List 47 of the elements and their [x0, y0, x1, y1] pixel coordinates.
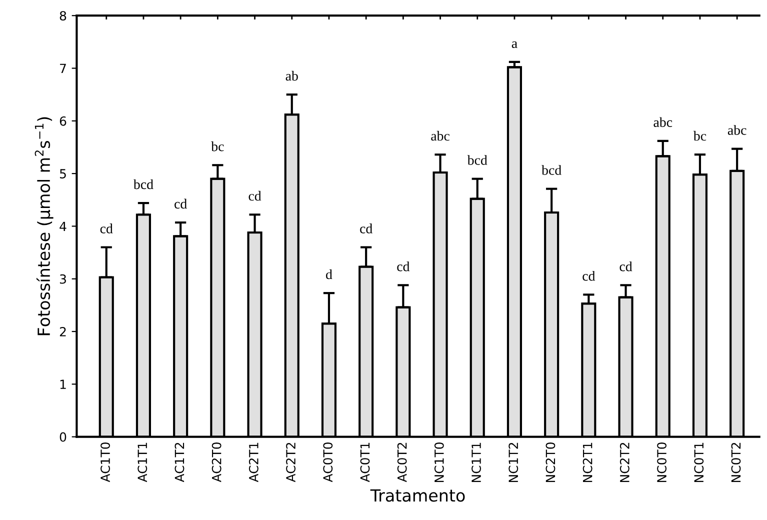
annotation: bc	[693, 130, 706, 141]
y-tick-label: 8	[60, 11, 66, 21]
annotation: cd	[100, 224, 113, 234]
x-tick-label: NC0T2	[731, 442, 741, 482]
annotation: bcd	[133, 179, 154, 190]
x-tick-label: NC1T1	[472, 442, 481, 482]
y-axis-title: Fotossíntese (µmol m$^{2}$s$^{−1}$)	[34, 117, 54, 336]
y-tick-label: 6	[60, 116, 66, 126]
y-tick-label: 0	[60, 432, 66, 442]
annotation: cd	[397, 261, 410, 272]
x-tick-label: NC2T0	[546, 442, 556, 482]
annotation: ab	[286, 70, 298, 81]
x-tick-label: AC0T1	[360, 442, 370, 482]
x-tick-label: AC2T2	[286, 442, 296, 482]
annotation: cd	[360, 224, 372, 234]
y-tick-label: 5	[60, 169, 66, 178]
x-tick-label: AC2T1	[248, 442, 258, 482]
x-axis-title: Tratamento	[370, 489, 465, 502]
annotation: cd	[620, 261, 632, 272]
annotation: bcd	[542, 165, 562, 175]
annotation: abc	[728, 125, 746, 135]
x-tick-label: AC0T2	[397, 442, 407, 482]
annotation: cd	[248, 190, 262, 201]
x-tick-label: AC1T0	[100, 442, 110, 482]
y-tick-label: 2	[60, 326, 66, 336]
x-tick-label: AC2T0	[212, 442, 222, 482]
x-tick-label: NC2T2	[620, 442, 630, 482]
x-tick-label: AC0T0	[323, 442, 333, 482]
annotation: d	[326, 269, 332, 280]
y-tick-label: 7	[60, 64, 66, 73]
annotation: abc	[431, 130, 450, 141]
y-tick-label: 1	[60, 380, 66, 389]
y-tick-label: 4	[60, 222, 66, 231]
x-tick-label: AC1T1	[138, 442, 148, 482]
x-tick-label: NC0T1	[694, 442, 704, 482]
annotation: cd	[582, 270, 596, 281]
annotation: cd	[174, 198, 187, 209]
x-tick-label: AC1T2	[174, 442, 184, 482]
x-tick-label: NC2T1	[582, 442, 592, 482]
annotation: bc	[211, 141, 224, 152]
annotation: bcd	[467, 155, 488, 165]
annotation: a	[512, 41, 518, 48]
y-tick-label: 3	[60, 274, 66, 284]
x-tick-label: NC1T0	[434, 442, 444, 482]
x-tick-label: NC0T0	[657, 442, 666, 482]
x-tick-label: NC1T2	[508, 442, 518, 482]
annotation: abc	[654, 117, 672, 127]
